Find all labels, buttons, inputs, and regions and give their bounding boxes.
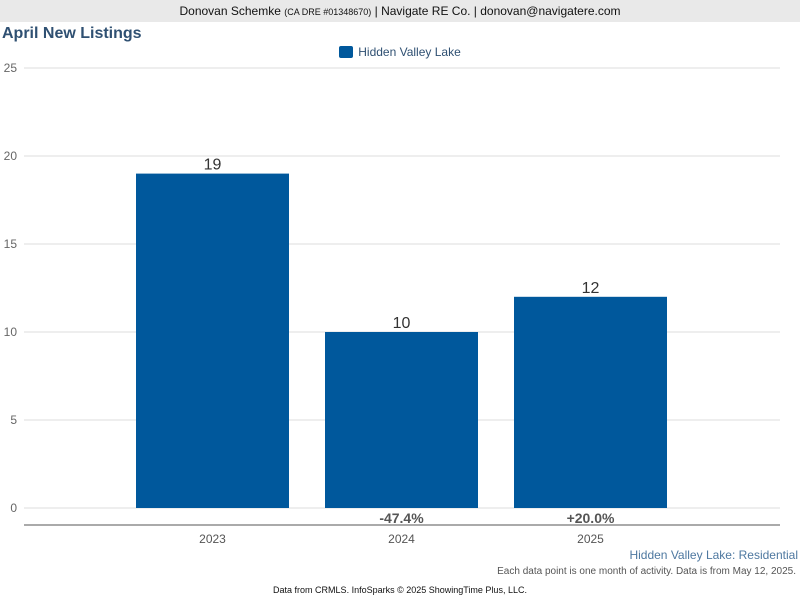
x-tick-label: 2025 bbox=[577, 532, 604, 546]
data-note: Each data point is one month of activity… bbox=[497, 566, 796, 577]
change-label: -47.4% bbox=[379, 510, 424, 526]
bar-value-label: 10 bbox=[393, 315, 411, 332]
chart-title: April New Listings bbox=[2, 25, 142, 42]
y-tick-label: 10 bbox=[4, 325, 18, 339]
data-source: Data from CRMLS. InfoSparks © 2025 Showi… bbox=[273, 585, 527, 595]
agent-company-email: | Navigate RE Co. | donovan@navigatere.c… bbox=[374, 4, 621, 18]
agent-license: (CA DRE #01348670) bbox=[284, 7, 372, 17]
x-tick-label: 2023 bbox=[199, 532, 226, 546]
bar bbox=[136, 173, 289, 508]
legend-swatch bbox=[339, 46, 354, 58]
bar bbox=[514, 296, 667, 508]
x-tick-label: 2024 bbox=[388, 532, 415, 546]
change-label: +20.0% bbox=[567, 510, 615, 526]
y-tick-label: 20 bbox=[4, 149, 18, 163]
bar-value-label: 12 bbox=[582, 280, 600, 297]
bar-value-label: 19 bbox=[204, 157, 222, 174]
agent-header: Donovan Schemke (CA DRE #01348670) | Nav… bbox=[0, 0, 800, 22]
y-tick-label: 5 bbox=[10, 413, 17, 427]
y-tick-label: 25 bbox=[4, 61, 18, 75]
legend-label: Hidden Valley Lake bbox=[358, 45, 461, 59]
series-footer-label: Hidden Valley Lake: Residential bbox=[629, 548, 798, 562]
agent-name: Donovan Schemke bbox=[179, 4, 281, 18]
y-tick-label: 15 bbox=[4, 237, 18, 251]
bar bbox=[325, 332, 478, 508]
y-tick-label: 0 bbox=[10, 501, 17, 515]
legend[interactable]: Hidden Valley Lake bbox=[0, 45, 800, 59]
